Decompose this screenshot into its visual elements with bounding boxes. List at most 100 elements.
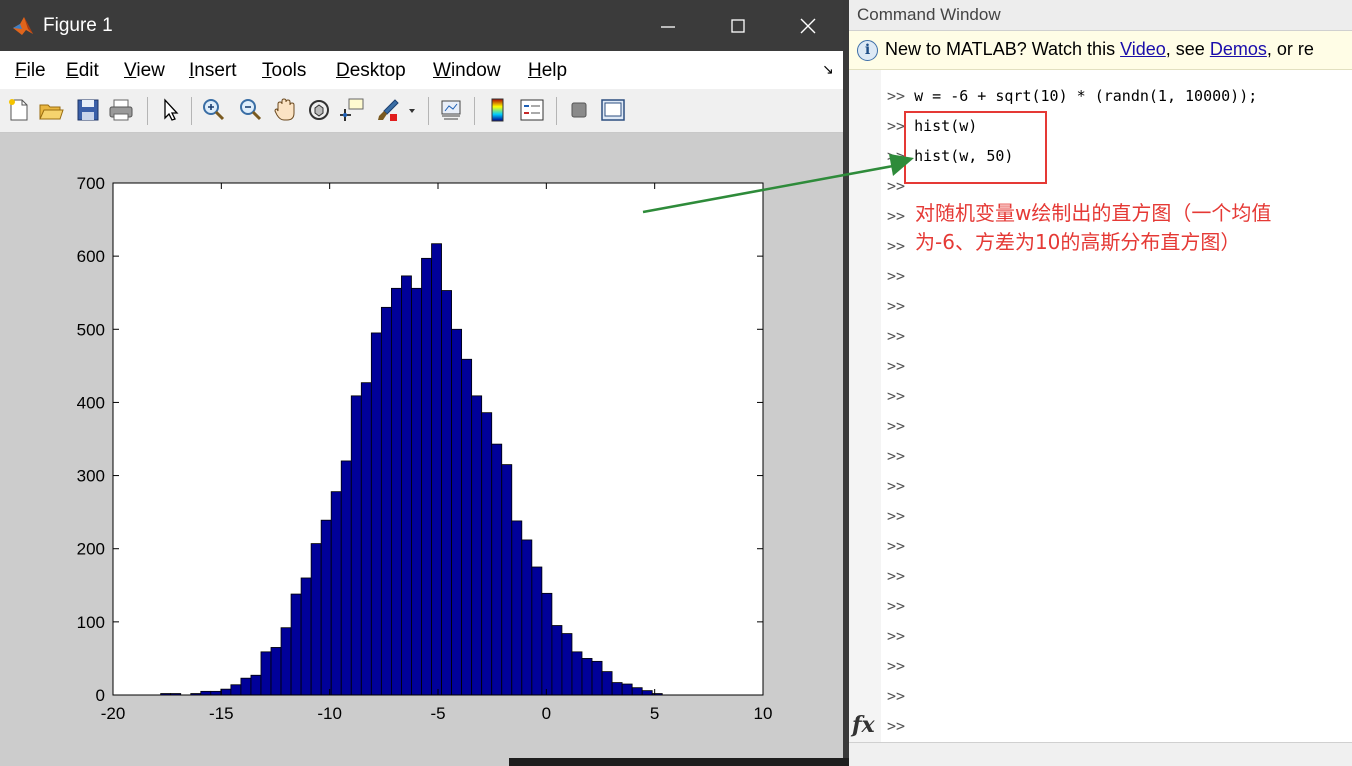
insert-legend-icon[interactable]	[519, 97, 545, 123]
print-icon[interactable]	[108, 97, 134, 123]
histogram-bar	[631, 687, 643, 696]
command-line: >>	[887, 207, 914, 225]
background-strip	[509, 758, 849, 766]
histogram-bar	[320, 519, 332, 696]
command-prompt: >>	[887, 627, 915, 645]
menu-file[interactable]: File	[15, 60, 46, 81]
histogram-bar	[641, 690, 653, 696]
histogram-bar	[411, 287, 422, 696]
pan-hand-icon[interactable]	[272, 97, 298, 123]
histogram-bar	[210, 690, 222, 696]
histogram-bar	[611, 682, 623, 696]
x-tick-label: 0	[542, 704, 551, 723]
dock-figure-icon[interactable]: ↘	[822, 61, 834, 77]
brush-icon[interactable]	[375, 97, 401, 123]
function-browser-icon[interactable]: fx	[852, 712, 875, 738]
menu-edit[interactable]: Edit	[66, 60, 99, 81]
save-icon[interactable]	[75, 97, 101, 123]
command-line: >>	[887, 327, 914, 345]
command-window-title: Command Window	[857, 5, 1001, 24]
edit-plot-arrow-icon[interactable]	[158, 97, 184, 123]
link-plot-icon[interactable]	[438, 97, 464, 123]
x-tick-label: -20	[101, 704, 126, 723]
figure-title-bar[interactable]: Figure 1	[0, 0, 843, 51]
y-tick-label: 500	[77, 320, 105, 339]
histogram-bar	[421, 257, 432, 696]
command-line: >> w = -6 + sqrt(10) * (randn(1, 10000))…	[887, 87, 1257, 105]
highlight-box	[904, 111, 1047, 184]
histogram-bar	[260, 651, 272, 696]
y-tick-label: 300	[77, 467, 105, 486]
rotate-3d-icon[interactable]	[306, 97, 332, 123]
command-window-title-bar[interactable]: Command Window	[849, 0, 1352, 31]
histogram-bar	[441, 290, 452, 696]
zoom-out-icon[interactable]	[237, 97, 263, 123]
data-cursor-icon[interactable]	[340, 97, 366, 123]
command-prompt: >>	[887, 87, 915, 105]
command-prompt: >>	[887, 267, 915, 285]
toolbar-separator	[474, 97, 475, 125]
histogram-bar	[561, 633, 573, 696]
command-prompt: >>	[887, 447, 915, 465]
histogram-bar	[541, 592, 553, 696]
histogram-bar	[340, 460, 352, 696]
y-tick-label: 200	[77, 540, 105, 559]
close-icon	[800, 18, 816, 34]
command-line: >>	[887, 357, 914, 375]
brush-dropdown-icon[interactable]	[405, 97, 419, 123]
menu-insert[interactable]: Insert	[189, 60, 237, 81]
show-plot-tools-icon[interactable]	[600, 97, 626, 123]
toolbar-separator	[147, 97, 148, 125]
command-line: >>	[887, 447, 914, 465]
histogram-bar	[390, 287, 402, 696]
histogram-bar	[471, 395, 483, 696]
command-prompt: >>	[887, 357, 915, 375]
histogram-bar	[621, 683, 633, 696]
command-prompt: >>	[887, 567, 915, 585]
histogram-bar	[481, 412, 493, 696]
figure-toolbar	[0, 89, 843, 133]
command-line: >>	[887, 417, 914, 435]
menu-window[interactable]: Window	[433, 60, 501, 81]
info-icon: i	[857, 40, 878, 61]
histogram-bar	[330, 491, 342, 696]
menu-tools[interactable]: Tools	[262, 60, 307, 81]
menu-view[interactable]: View	[124, 60, 165, 81]
new-figure-icon[interactable]	[6, 97, 32, 123]
y-tick-label: 600	[77, 247, 105, 266]
y-tick-label: 400	[77, 393, 105, 412]
histogram-bar	[451, 328, 463, 696]
command-prompt: >>	[887, 687, 915, 705]
info-bar: i New to MATLAB? Watch this Video, see D…	[849, 31, 1352, 70]
command-line: >>	[887, 687, 914, 705]
histogram-bar	[591, 660, 603, 696]
command-line: >>	[887, 387, 914, 405]
close-button[interactable]	[773, 0, 843, 51]
histogram-bar	[501, 464, 513, 696]
menu-help[interactable]: Help	[528, 60, 568, 81]
histogram-bars	[160, 243, 663, 696]
command-line: >>	[887, 597, 914, 615]
command-text: hist(w)	[914, 117, 978, 135]
hide-plot-tools-icon[interactable]	[566, 97, 592, 123]
command-prompt: >>	[887, 477, 915, 495]
zoom-in-icon[interactable]	[200, 97, 226, 123]
insert-colorbar-icon[interactable]	[485, 97, 511, 123]
menu-desktop[interactable]: Desktop	[336, 60, 406, 81]
x-tick-label: 10	[754, 704, 773, 723]
command-prompt: >>	[887, 657, 915, 675]
demos-link[interactable]: Demos	[1209, 39, 1267, 59]
x-tick-label: -5	[430, 704, 445, 723]
command-prompt: >>	[887, 117, 915, 135]
minimize-button[interactable]	[633, 0, 703, 51]
annotation-line: 对随机变量w绘制出的直方图（一个均值	[915, 201, 1272, 225]
command-line: >>	[887, 237, 914, 255]
maximize-button[interactable]	[703, 0, 773, 51]
histogram-bar	[601, 671, 613, 696]
open-file-icon[interactable]	[38, 97, 64, 123]
video-link[interactable]: Video	[1120, 39, 1166, 59]
command-output-area[interactable]: >> w = -6 + sqrt(10) * (randn(1, 10000))…	[881, 70, 1352, 742]
figure-menu-bar: File Edit View Insert Tools Desktop Wind…	[0, 51, 843, 89]
y-tick-label: 100	[77, 613, 105, 632]
